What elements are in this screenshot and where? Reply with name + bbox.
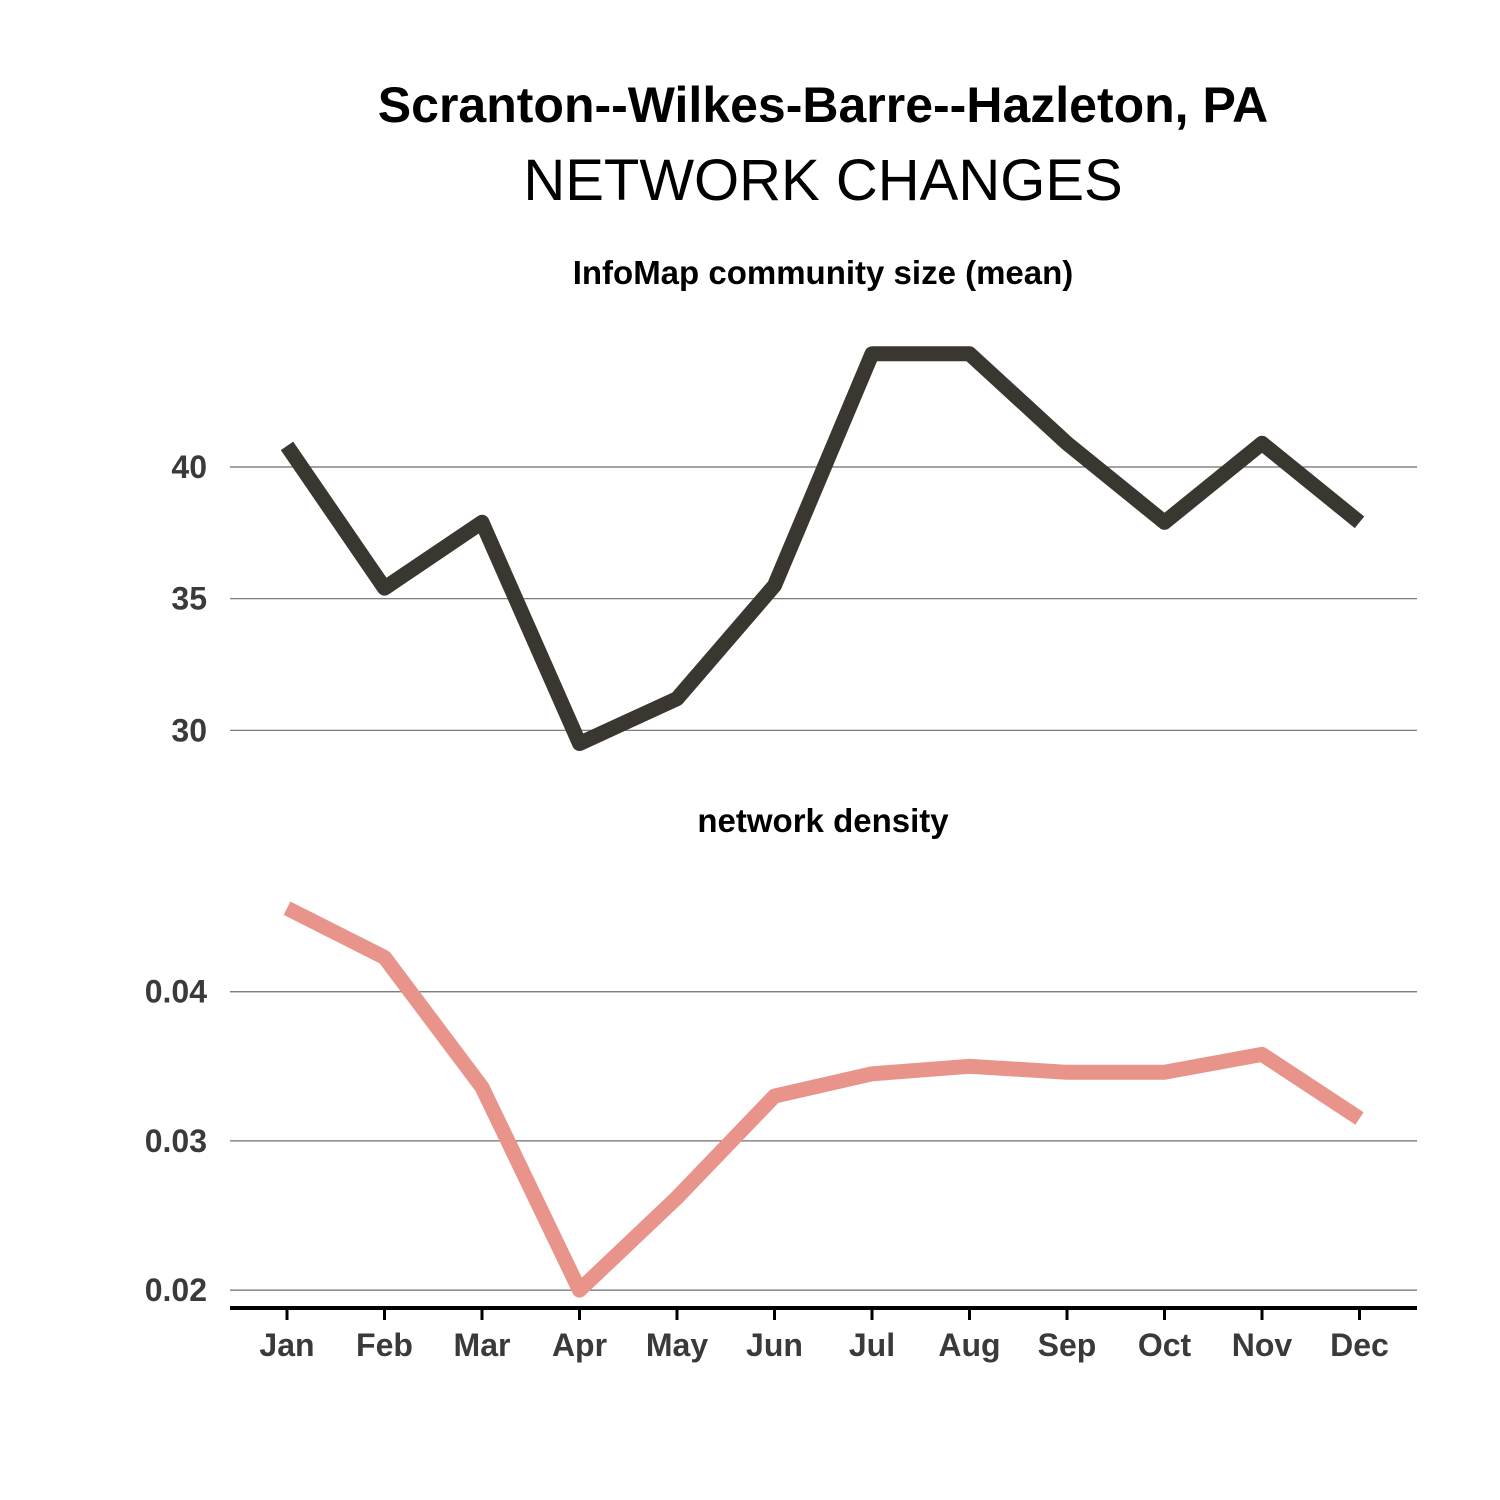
chart-title: Scranton--Wilkes-Barre--Hazleton, PA: [378, 77, 1268, 133]
y-tick-label: 40: [171, 449, 207, 485]
x-tick-label: Jan: [259, 1327, 314, 1363]
x-tick-label: Sep: [1038, 1327, 1097, 1363]
chart-subtitle: NETWORK CHANGES: [523, 148, 1122, 213]
x-tick-label: Jul: [849, 1327, 895, 1363]
series-line: [280, 346, 1365, 751]
x-tick-label: Apr: [552, 1327, 607, 1363]
y-tick-label: 30: [171, 712, 207, 748]
y-tick-label: 0.04: [145, 974, 207, 1010]
y-tick-label: 0.03: [145, 1123, 207, 1159]
x-tick-label: Aug: [938, 1327, 1000, 1363]
panel-community-size: InfoMap community size (mean) 30 35 40: [171, 254, 1417, 751]
panel-title: network density: [697, 802, 949, 839]
x-tick-label: Jun: [746, 1327, 803, 1363]
x-tick-label: Dec: [1330, 1327, 1389, 1363]
y-tick-label: 0.02: [145, 1272, 207, 1308]
x-tick-label: Oct: [1138, 1327, 1192, 1363]
x-tick-label: Mar: [454, 1327, 511, 1363]
y-tick-label: 35: [171, 581, 207, 617]
x-tick-label: Feb: [356, 1327, 413, 1363]
x-axis: Jan Feb Mar Apr May Jun Jul Aug Sep Oct Nov Dec: [230, 1306, 1417, 1363]
series-line: [283, 901, 1364, 1298]
x-tick-label: May: [646, 1327, 708, 1363]
x-tick-label: Nov: [1232, 1327, 1293, 1363]
panel-network-density: network density 0.02 0.03 0.04: [145, 802, 1417, 1308]
panel-title: InfoMap community size (mean): [573, 254, 1074, 291]
